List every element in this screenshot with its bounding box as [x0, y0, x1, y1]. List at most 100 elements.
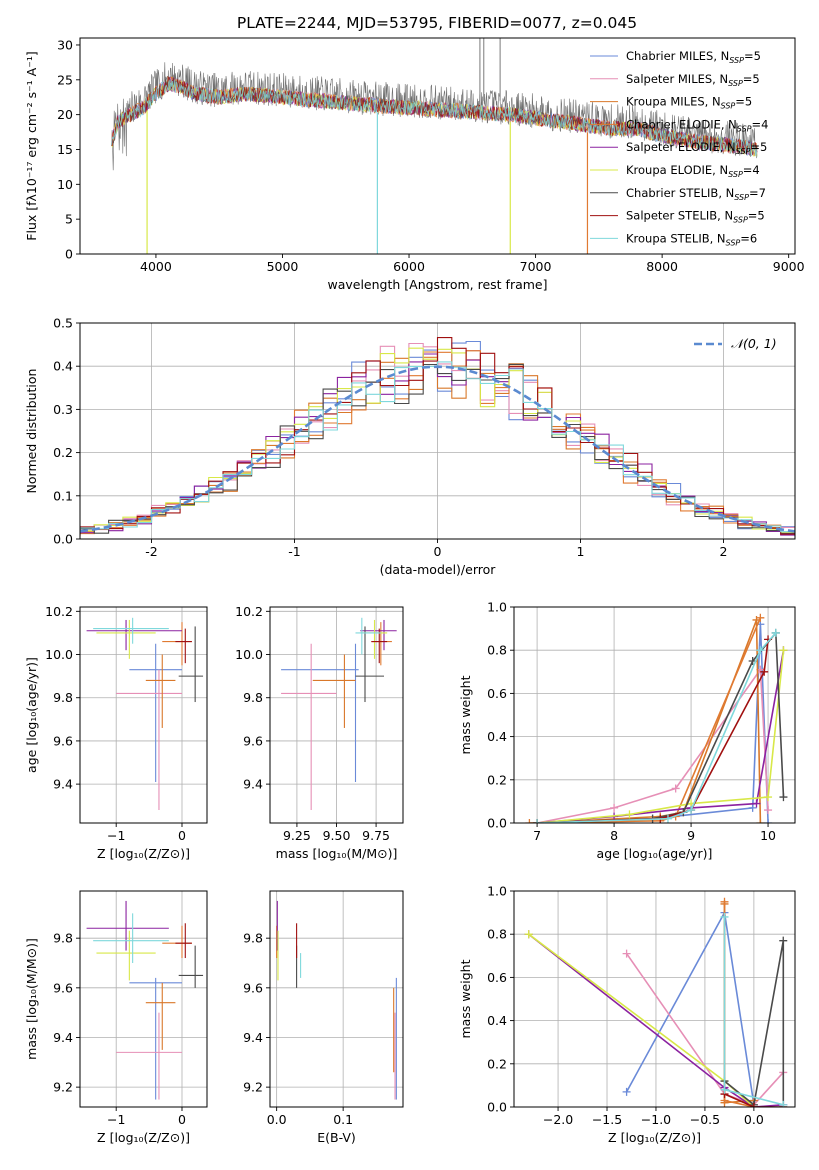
point-kroupa-elodie	[96, 930, 156, 981]
y-tick-label: 9.2	[53, 1080, 73, 1095]
x-tick-label: 0.0	[267, 1112, 287, 1127]
weight-marker	[764, 806, 773, 815]
model-spectrum-kroupa-stelib	[111, 79, 758, 158]
y-tick-label: 0.6	[487, 686, 507, 701]
legend-subscript: SSP	[726, 238, 741, 247]
y-tick-label: 0.2	[487, 772, 507, 787]
point-kroupa-miles	[312, 654, 356, 728]
y-tick-label: 9.6	[243, 980, 263, 995]
point-kroupa-stelib	[93, 913, 169, 963]
weight-marker	[771, 628, 780, 637]
axes-frame	[269, 606, 404, 824]
plot-area-mass-vs-ebv	[276, 900, 397, 1100]
y-axis-label: Flux [fλ10⁻¹⁷ erg cm⁻² s⁻¹ A⁻¹]	[24, 51, 39, 240]
legend-label-salpeter-miles: Salpeter MILES, NSSP=5	[626, 72, 760, 88]
x-axis-label: wavelength [Angstrom, rest frame]	[327, 277, 547, 292]
point-chabrier-stelib	[178, 626, 204, 703]
plot-area-age-vs-Z	[86, 617, 204, 811]
panel-weight-vs-Z: −2.0 −1.5 −1.0 −0.5 0.0 0.0 0.2 0.4 0.6 0.8 1.0 Z […	[458, 884, 796, 1145]
x-axis-label: mass [log₁₀(M/M⊙)]	[276, 846, 398, 861]
point-kroupa-miles	[145, 654, 176, 728]
weight-marker	[752, 799, 761, 808]
legend-count: =4	[752, 117, 769, 131]
plot-area-residuals	[80, 337, 795, 537]
y-tick-label: 0.3	[53, 402, 73, 417]
axes-frame	[79, 606, 208, 824]
axes-frame	[269, 890, 404, 1108]
x-tick-label: 5000	[267, 259, 299, 274]
weight-marker	[663, 814, 672, 823]
x-axis-label: Z [log₁₀(Z/Z⊙)]	[97, 846, 190, 861]
x-tick-label: −1.5	[592, 1112, 622, 1127]
y-tick-label: 9.8	[243, 690, 263, 705]
y-tick-label: 0.2	[53, 445, 73, 460]
y-tick-label: 0.4	[53, 359, 73, 374]
legend-subscript: SSP	[728, 79, 743, 88]
legend-text: Kroupa STELIB, N	[626, 231, 726, 245]
y-tick-label: 5	[65, 212, 73, 227]
weight-marker	[524, 930, 533, 939]
legend-text: Salpeter MILES, N	[626, 72, 728, 86]
legend-subscript: SSP	[728, 170, 743, 179]
weight-marker	[622, 1087, 631, 1096]
weight-line-kroupa-stelib	[533, 628, 780, 823]
x-axis-label: Z [log₁₀(Z/Z⊙)]	[608, 1130, 701, 1145]
weight-marker	[622, 949, 631, 958]
y-tick-label: 10.0	[45, 647, 73, 662]
weight-marker	[760, 667, 769, 676]
x-tick-label: 9000	[773, 259, 805, 274]
y-tick-label: 9.2	[243, 1080, 263, 1095]
x-tick-label: 9	[687, 828, 695, 843]
y-tick-label: 9.8	[53, 931, 73, 946]
point-kroupa-stelib	[93, 617, 169, 644]
x-tick-label: 6000	[393, 259, 425, 274]
x-tick-label: 0	[434, 544, 442, 559]
panel-residuals: -2 -1 0 1 2 0.0 0.1 0.2 0.3 0.4 0.5 (data-model)/er…	[24, 316, 796, 577]
weight-path	[537, 630, 785, 823]
panels: 4000 5000 6000 7000 8000 9000051015202530wave…	[24, 37, 805, 1145]
weight-marker	[748, 803, 757, 812]
x-tick-label: −2.0	[543, 1112, 573, 1127]
point-chabrier-miles	[281, 643, 359, 782]
normal-reference-curve	[80, 365, 795, 533]
x-tick-label: 8	[610, 828, 618, 843]
y-axis-label: mass weight	[458, 959, 473, 1038]
legend-count: =5	[743, 72, 760, 86]
panel-mass-vs-Z: −1 0 9.2 9.4 9.6 9.8 Z [log₁₀(Z/Z⊙)] mass [log₁…	[24, 890, 208, 1145]
weight-path	[537, 624, 769, 823]
legend-label-chabrier-miles: Chabrier MILES, NSSP=5	[626, 49, 761, 65]
y-axis-label: Normed distribution	[24, 369, 39, 494]
x-tick-label: −1	[107, 1112, 125, 1127]
y-tick-label: 0.4	[487, 1013, 507, 1028]
axes-frame	[79, 37, 796, 255]
weight-marker	[756, 613, 765, 622]
weight-marker	[779, 793, 788, 802]
x-tick-label: −0.5	[690, 1112, 720, 1127]
legend-text: Salpeter STELIB, N	[626, 209, 733, 223]
legend-label-kroupa-miles: Kroupa MILES, NSSP=5	[626, 95, 752, 111]
weight-marker	[764, 819, 773, 823]
weight-marker	[764, 793, 773, 802]
y-tick-label: 9.6	[53, 980, 73, 995]
legend-count: =5	[744, 49, 761, 63]
y-tick-label: 0.8	[487, 927, 507, 942]
weight-marker	[671, 784, 680, 793]
panel-weight-vs-age: 7 8 9 10 0.0 0.2 0.4 0.6 0.8 1.0 age [log₁₀(age/yr…	[458, 600, 796, 861]
legend-text: Chabrier ELODIE, N	[626, 117, 737, 131]
plot-area-mass-vs-Z	[86, 900, 204, 1100]
y-tick-label: 0	[65, 247, 73, 262]
plot-area-weight-vs-Z	[524, 897, 788, 1107]
point-chabrier-miles	[129, 977, 182, 1100]
x-tick-label: 9.25	[283, 828, 311, 843]
figure-title: PLATE=2244, MJD=53795, FIBERID=0077, z=0…	[237, 14, 637, 32]
x-tick-label: 0.0	[744, 1112, 764, 1127]
legend-text: Chabrier MILES, N	[626, 49, 729, 63]
y-tick-label: 0.0	[487, 1100, 507, 1115]
axes-frame	[79, 890, 208, 1108]
y-tick-label: 1.0	[487, 884, 507, 899]
residuals-legend: 𝒩(0, 1)	[694, 336, 777, 351]
y-tick-label: 9.4	[53, 1030, 73, 1045]
legend-text: Salpeter ELODIE, N	[626, 140, 736, 154]
weight-marker	[720, 912, 729, 921]
